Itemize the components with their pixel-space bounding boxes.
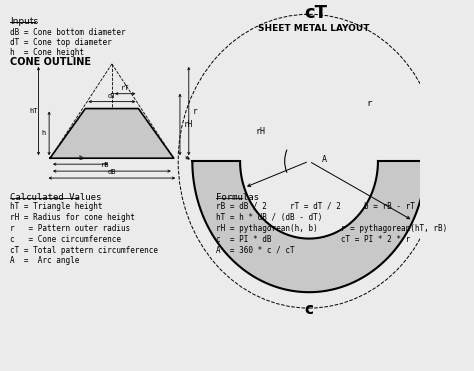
Text: b: b	[79, 155, 83, 161]
Text: r   = Pattern outer radius: r = Pattern outer radius	[10, 224, 130, 233]
Text: rT: rT	[121, 85, 129, 91]
Text: rB = dB / 2     rT = dT / 2     b = rB - rT: rB = dB / 2 rT = dT / 2 b = rB - rT	[216, 202, 415, 211]
Text: h: h	[42, 130, 46, 137]
Text: rH = pythagorean(h, b)     r = pythagorean(hT, rB): rH = pythagorean(h, b) r = pythagorean(h…	[216, 224, 447, 233]
Text: dT: dT	[108, 93, 116, 99]
Text: h  = Cone height: h = Cone height	[10, 48, 84, 57]
Polygon shape	[50, 109, 174, 158]
Text: dB: dB	[108, 169, 116, 175]
Text: r: r	[192, 106, 197, 115]
Text: rH: rH	[255, 127, 265, 136]
Text: rB: rB	[100, 162, 109, 168]
Text: A: A	[322, 155, 327, 164]
Text: c  = PI * dB               cT = PI * 2 * r: c = PI * dB cT = PI * 2 * r	[216, 234, 410, 244]
Text: r: r	[366, 99, 372, 108]
Text: rH = Radius for cone height: rH = Radius for cone height	[10, 213, 135, 222]
Text: rH: rH	[183, 120, 193, 129]
Text: cT: cT	[305, 4, 328, 22]
Text: hT: hT	[29, 108, 37, 114]
Text: SHEET METAL LAYOUT: SHEET METAL LAYOUT	[258, 24, 369, 33]
Text: Formulas: Formulas	[216, 193, 259, 202]
Text: c: c	[304, 302, 313, 317]
Text: Inputs: Inputs	[10, 17, 38, 26]
Text: cT = Total pattern circumference: cT = Total pattern circumference	[10, 246, 158, 255]
Text: dT = Cone top diameter: dT = Cone top diameter	[10, 38, 112, 47]
Text: A  =  Arc angle: A = Arc angle	[10, 256, 80, 266]
Text: CONE OUTLINE: CONE OUTLINE	[10, 57, 91, 67]
Polygon shape	[192, 161, 426, 292]
Text: dB = Cone bottom diameter: dB = Cone bottom diameter	[10, 28, 126, 37]
Text: Calculated Values: Calculated Values	[10, 193, 101, 202]
Text: c   = Cone circumference: c = Cone circumference	[10, 234, 121, 244]
Text: hT = Triangle height: hT = Triangle height	[10, 202, 103, 211]
Text: A  = 360 * c / cT: A = 360 * c / cT	[216, 246, 295, 255]
Text: hT = h * dB / (dB - dT): hT = h * dB / (dB - dT)	[216, 213, 323, 222]
